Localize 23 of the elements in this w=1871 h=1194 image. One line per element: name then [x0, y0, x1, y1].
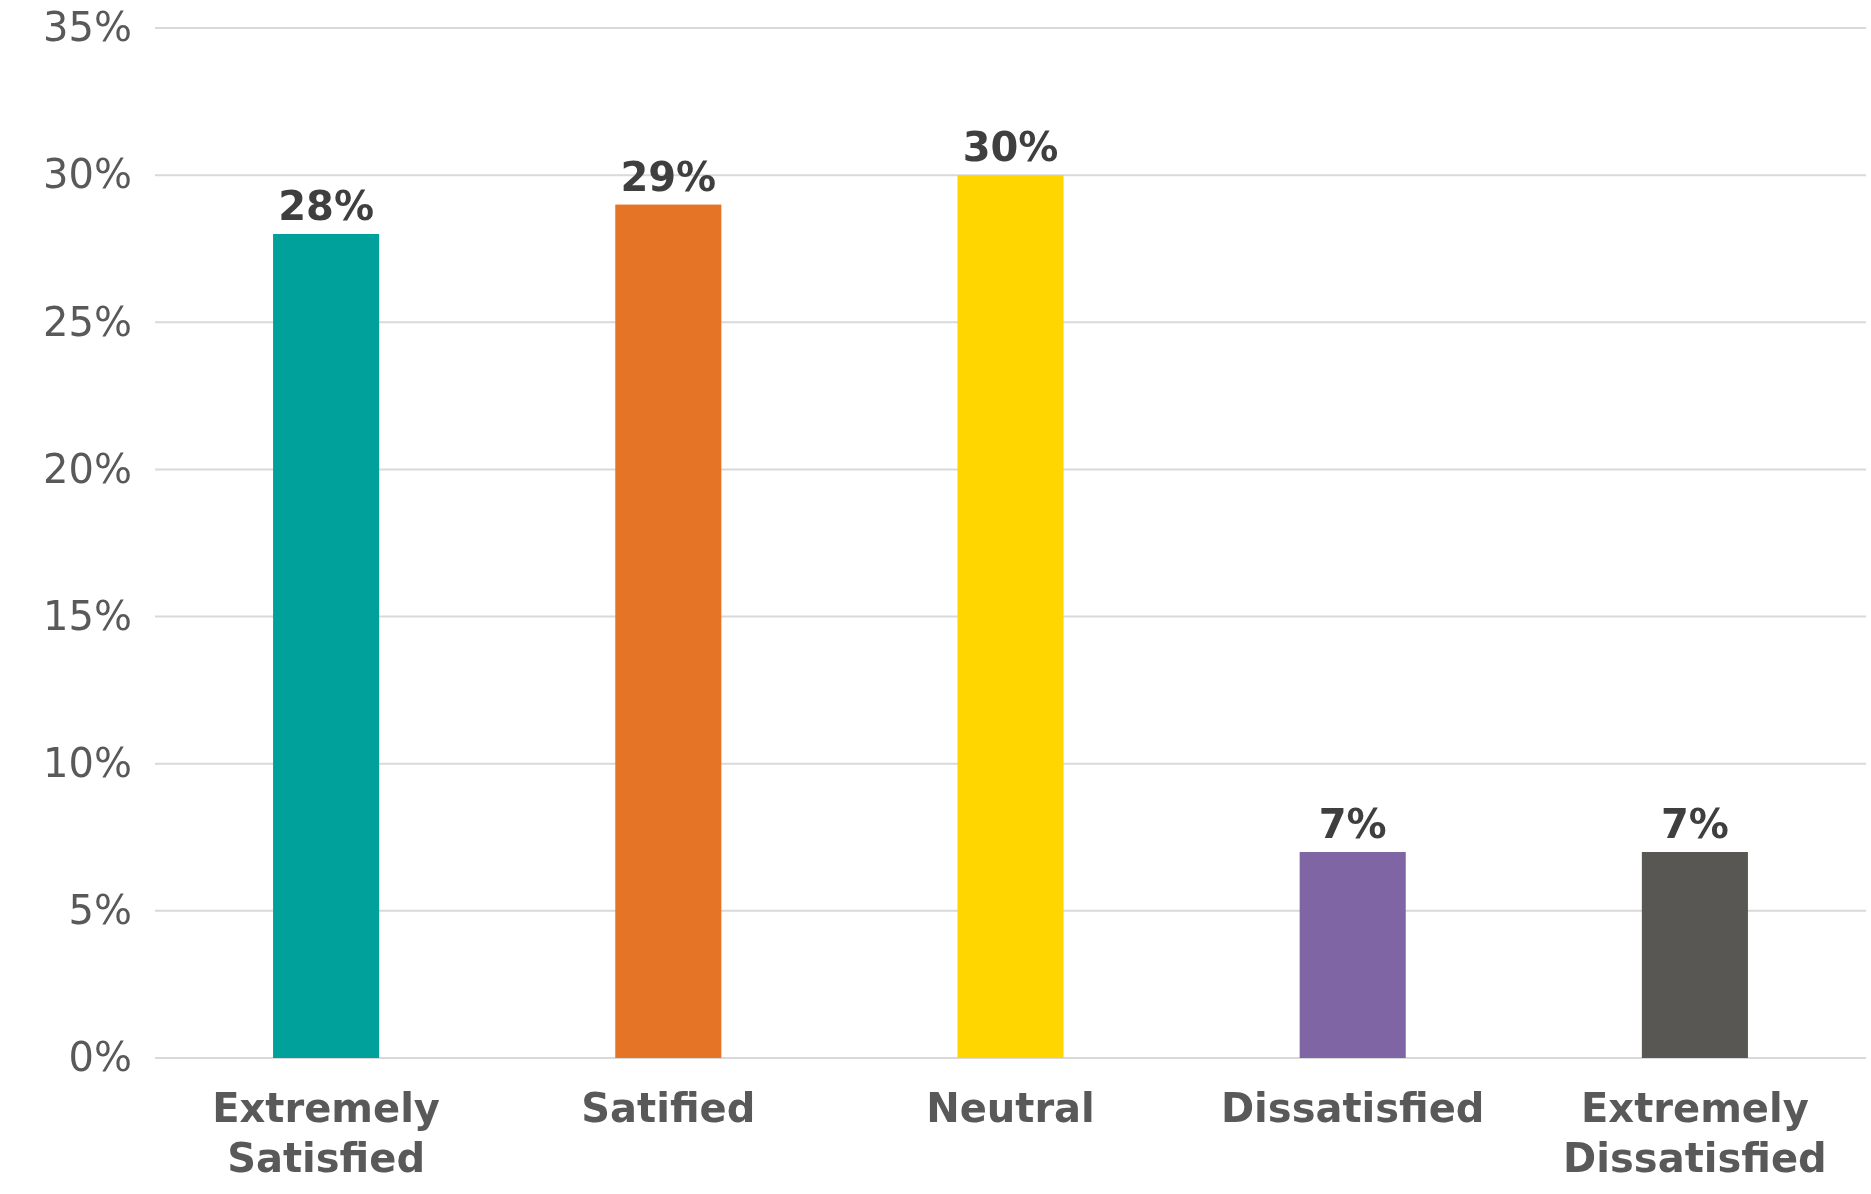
y-tick-label: 5% — [68, 887, 132, 934]
x-tick-label: Extremely Satisfied — [212, 1085, 440, 1181]
bar — [957, 175, 1064, 1058]
data-label: 7% — [1318, 801, 1387, 847]
y-tick-label: 35% — [43, 4, 132, 51]
y-tick-label: 25% — [43, 298, 132, 345]
y-tick-label: 10% — [43, 740, 132, 787]
x-tick-label: Dissatisfied — [1220, 1085, 1485, 1131]
bar — [1299, 852, 1406, 1058]
y-tick-label: 30% — [43, 151, 132, 198]
x-tick-label: Neutral — [926, 1085, 1095, 1131]
data-label: 29% — [620, 153, 717, 200]
bar — [615, 204, 722, 1058]
y-tick-label: 0% — [68, 1034, 132, 1081]
data-label: 7% — [1660, 801, 1729, 847]
y-tick-label: 20% — [43, 445, 132, 492]
y-tick-label: 15% — [43, 592, 132, 639]
data-label: 28% — [278, 183, 374, 229]
x-tick-label: Satified — [581, 1085, 756, 1131]
data-label: 30% — [962, 124, 1059, 171]
bar — [1641, 852, 1748, 1058]
x-tick-label: Extremely Dissatisfied — [1563, 1085, 1827, 1181]
bar — [273, 234, 380, 1058]
